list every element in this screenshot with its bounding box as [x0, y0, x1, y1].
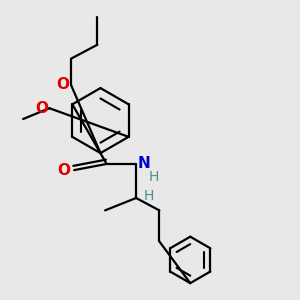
Text: H: H	[149, 169, 159, 184]
Text: O: O	[35, 101, 48, 116]
Text: H: H	[144, 189, 154, 203]
Text: O: O	[56, 77, 70, 92]
Text: O: O	[57, 163, 70, 178]
Text: N: N	[138, 156, 150, 171]
